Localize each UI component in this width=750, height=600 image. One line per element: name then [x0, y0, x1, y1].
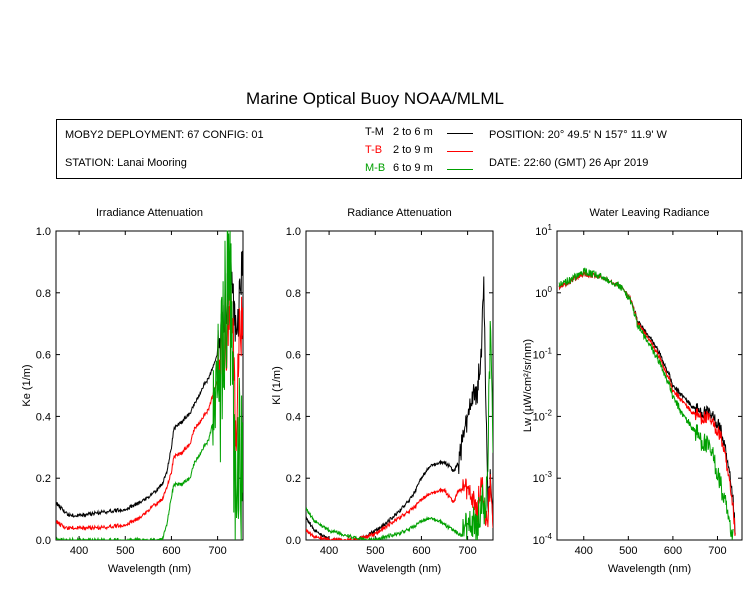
- chart-title: Radiance Attenuation: [347, 207, 452, 219]
- series-line-m-b: [558, 267, 734, 540]
- x-tick-label: 500: [619, 545, 637, 557]
- y-axis-label: Kl (1/m): [271, 366, 283, 405]
- y-tick-label: 0.8: [36, 288, 51, 300]
- y-axis-label: Lw (µW/cm²/sr/nm): [522, 339, 534, 432]
- series-line-t-m: [306, 276, 493, 540]
- y-axis-label: Ke (1/m): [21, 364, 33, 406]
- y-tick-label: 101: [535, 223, 552, 238]
- x-tick-label: 700: [208, 545, 226, 557]
- series-line-t-m: [56, 250, 243, 518]
- series-line-t-m: [558, 270, 736, 534]
- legend-code-tb: T-B: [365, 144, 383, 156]
- chart-1: Irradiance Attenuation 400 500 600 700 0.0 0.2…: [21, 207, 244, 575]
- legend-range-tm: 2 to 6 m: [393, 126, 433, 138]
- x-tick-label: 500: [366, 545, 384, 557]
- y-tick-label: 1.0: [286, 226, 301, 238]
- station-label: STATION: Lanai Mooring: [65, 157, 187, 169]
- x-tick-label: 400: [575, 545, 593, 557]
- legend-line-tb: [447, 151, 473, 152]
- info-box: MOBY2 DEPLOYMENT: 67 CONFIG: 01 STATION:…: [56, 119, 742, 179]
- deployment-label: MOBY2 DEPLOYMENT: 67 CONFIG: 01: [65, 129, 264, 141]
- x-tick-label: 400: [320, 545, 338, 557]
- x-tick-label: 600: [162, 545, 180, 557]
- date-label: DATE: 22:60 (GMT) 26 Apr 2019: [489, 157, 649, 169]
- y-tick-label: 10-3: [533, 470, 553, 485]
- y-tick-label: 10-1: [533, 347, 553, 362]
- plot-frame: [55, 230, 244, 541]
- x-tick-label: 400: [70, 545, 88, 557]
- x-tick-label: 600: [664, 545, 682, 557]
- x-tick-label: 700: [708, 545, 726, 557]
- y-tick-label: 100: [535, 285, 552, 300]
- chart-title: Irradiance Attenuation: [96, 207, 203, 219]
- y-tick-label: 1.0: [36, 226, 51, 238]
- x-axis-label: Wavelength (nm): [358, 563, 441, 575]
- series-line-t-b: [56, 279, 243, 531]
- series-line-m-b: [56, 230, 243, 540]
- plot-frame: [305, 230, 494, 541]
- x-tick-label: 600: [412, 545, 430, 557]
- y-tick-label: 0.0: [286, 535, 301, 547]
- plot-frame: [556, 230, 743, 541]
- page-title: Marine Optical Buoy NOAA/MLML: [246, 89, 504, 108]
- series-line-t-b: [306, 474, 493, 540]
- series-line-m-b: [306, 320, 493, 540]
- y-tick-label: 0.8: [286, 288, 301, 300]
- y-tick-label: 0.4: [36, 411, 51, 423]
- y-tick-label: 0.2: [286, 473, 301, 485]
- chart-title: Water Leaving Radiance: [589, 207, 709, 219]
- x-axis-label: Wavelength (nm): [608, 563, 691, 575]
- y-tick-label: 0.4: [286, 411, 301, 423]
- chart-2: Radiance Attenuation 400 500 600 700 0.0 0.2 0.…: [271, 207, 494, 575]
- y-tick-label: 0.6: [286, 350, 301, 362]
- legend-line-tm: [447, 133, 473, 134]
- x-tick-label: 500: [116, 545, 134, 557]
- x-axis-label: Wavelength (nm): [108, 563, 191, 575]
- y-tick-label: 0.6: [36, 350, 51, 362]
- position-label: POSITION: 20° 49.5' N 157° 11.9' W: [489, 129, 667, 141]
- legend-line-mb: [447, 169, 473, 170]
- legend-range-mb: 6 to 9 m: [393, 162, 433, 174]
- legend-range-tb: 2 to 9 m: [393, 144, 433, 156]
- chart-3: Water Leaving Radiance 400 500 600 700 10-4 10…: [522, 207, 743, 575]
- x-tick-label: 700: [458, 545, 476, 557]
- y-tick-label: 0.0: [36, 535, 51, 547]
- series-line-t-b: [558, 270, 736, 536]
- y-tick-label: 0.2: [36, 473, 51, 485]
- legend-code-tm: T-M: [365, 126, 384, 138]
- legend-code-mb: M-B: [365, 162, 386, 174]
- y-tick-label: 10-2: [533, 408, 553, 423]
- y-tick-label: 10-4: [533, 532, 553, 547]
